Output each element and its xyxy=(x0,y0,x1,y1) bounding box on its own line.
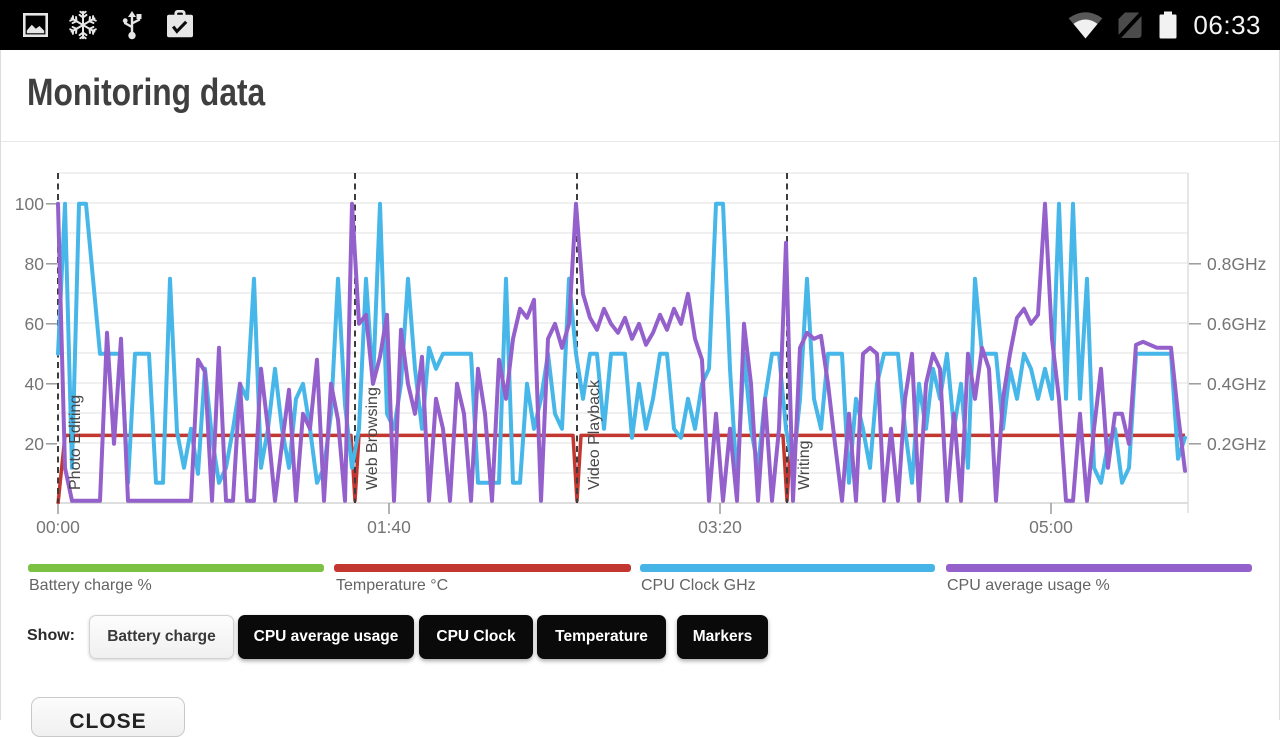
svg-text:0.8GHz: 0.8GHz xyxy=(1207,254,1266,274)
svg-text:100: 100 xyxy=(15,194,44,214)
svg-text:03:20: 03:20 xyxy=(698,517,742,537)
svg-text:0.6GHz: 0.6GHz xyxy=(1207,314,1266,334)
svg-text:00:00: 00:00 xyxy=(36,517,80,537)
svg-text:Writing: Writing xyxy=(796,441,813,491)
svg-text:20: 20 xyxy=(25,434,45,454)
svg-text:0.2GHz: 0.2GHz xyxy=(1207,434,1266,454)
svg-text:Photo Editing: Photo Editing xyxy=(67,395,84,490)
svg-text:0.4GHz: 0.4GHz xyxy=(1207,374,1266,394)
svg-text:60: 60 xyxy=(25,314,45,334)
svg-text:40: 40 xyxy=(25,374,45,394)
svg-text:05:00: 05:00 xyxy=(1029,517,1073,537)
svg-text:01:40: 01:40 xyxy=(367,517,411,537)
svg-text:Web Browsing: Web Browsing xyxy=(364,387,381,490)
svg-text:Video Playback: Video Playback xyxy=(586,379,603,490)
svg-text:80: 80 xyxy=(25,254,45,274)
